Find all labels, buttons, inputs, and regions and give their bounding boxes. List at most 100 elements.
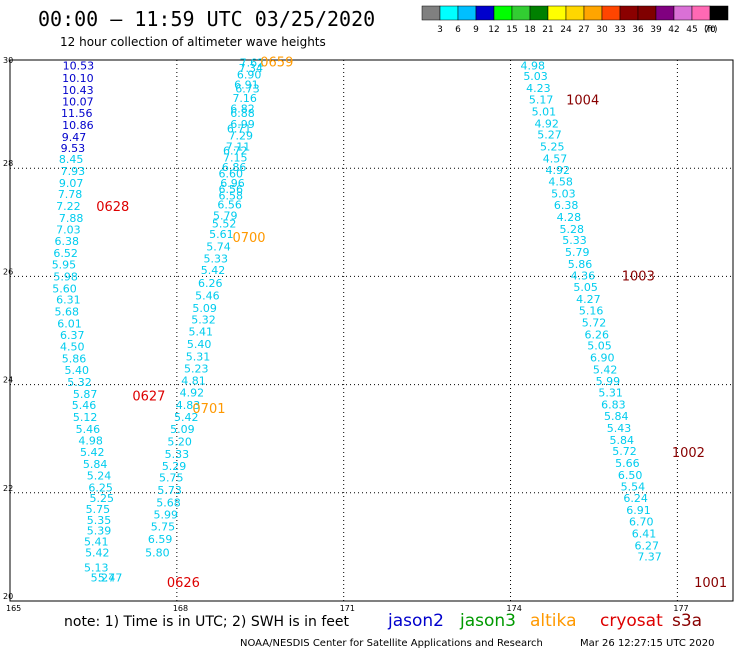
wave-height-value: 4.57 [543,152,568,165]
wave-height-value: 6.96 [220,177,245,190]
wave-height-value: 5.25 [90,492,115,505]
color-swatch [421,5,441,21]
wave-height-value: 5.31 [598,387,623,400]
wave-height-value: 5.17 [529,93,554,106]
wave-height-value: 4.27 [576,293,601,306]
wave-height-value: 5.42 [593,363,618,376]
color-scale-tick: 24 [560,25,572,35]
wave-height-value: 5.31 [186,350,211,363]
y-axis-ticks: 20 22 24 26 28 30 [3,56,13,601]
satellite-legend-jason2: jason2 [387,611,444,631]
footer-note: note: 1) Time is in UTC; 2) SWH is in fe… [64,614,350,630]
y-tick-label: 22 [3,484,13,493]
wave-height-value: 5.52 [212,217,237,230]
color-scale-tick: 30 [596,25,608,35]
wave-height-value: 5.84 [604,410,629,423]
pass-time-label: 0626 [167,576,200,591]
satellite-legend-cryosat: cryosat [600,611,663,631]
color-scale-tick: 15 [506,25,517,35]
wave-height-value: 5.35 [87,514,112,527]
wave-height-value: 5.74 [206,241,231,254]
wave-height-value: 6.31 [56,294,81,307]
chart-title: 00:00 – 11:59 UTC 03/25/2020 [38,7,375,31]
pass-time-label: 0701 [192,402,225,417]
wave-height-value: 4.23 [526,82,551,95]
wave-height-value: 5.33 [204,253,229,266]
satellite-legend: jason2 jason3 altika cryosat s3a [387,611,702,631]
color-scale-tick: 42 [668,25,679,35]
pass-time-label: 0700 [232,231,265,246]
color-swatch [619,5,639,21]
wave-height-value: 6.60 [219,168,244,181]
wave-height-value: 4.58 [548,176,573,189]
plot-frame [9,59,734,602]
satellite-legend-altika: altika [530,611,577,631]
color-scale-tick: 36 [632,25,644,35]
wave-height-value: 7.62 [240,57,265,70]
color-scale-tick: 3 [437,25,443,35]
satellite-legend-s3a: s3a [672,611,702,631]
wave-height-value: 5.32 [67,376,92,389]
wave-height-value: 6.83 [601,399,626,412]
wave-height-value: 7.93 [61,165,86,178]
wave-height-value: 7.22 [56,200,81,213]
pass-time-label: 0659 [260,56,293,71]
wave-height-value: 6.88 [230,107,255,120]
wave-height-value: 4.92 [180,387,205,400]
wave-height-value: 5.68 [54,306,79,319]
wave-height-tracks: 10.5310.1010.4310.0711.5610.869.479.538.… [52,57,662,585]
color-scale-tick: 12 [488,25,499,35]
color-swatch [439,5,459,21]
wave-height-value: 5.39 [87,525,112,538]
color-swatch [655,5,675,21]
wave-height-value: 9.53 [61,142,86,155]
wave-height-value: 5.84 [83,458,108,471]
grid-lines [10,60,733,601]
wave-height-value: 6.70 [629,515,654,528]
wave-height-value: 5.98 [53,270,78,283]
wave-height-value: 5.16 [579,304,604,317]
satellite-legend-jason3: jason3 [459,611,516,631]
wave-height-value: 4.36 [571,269,596,282]
wave-height-value: 5.09 [192,302,217,315]
wave-height-value: 6.25 [88,481,113,494]
wave-height-value: 5.13 [84,561,109,574]
wave-height-value: 5.86 [568,258,593,271]
color-scale-tick: 39 [650,25,662,35]
wave-height-value: 5.87 [73,388,98,401]
wave-height-value: 6.90 [237,69,262,82]
wave-height-value: 4.98 [521,59,546,72]
wave-height-value: 5.23 [184,362,209,375]
wave-height-value: 10.86 [62,119,94,132]
wave-height-value: 6.59 [148,533,173,546]
wave-height-value: 6.50 [618,469,643,482]
wave-height-value: 6.01 [57,317,82,330]
x-tick-label: 171 [340,604,355,613]
wave-height-value: 5.41 [189,326,214,339]
wave-height-value: 6.26 [584,328,609,341]
color-scale-tick: 33 [614,25,625,35]
wave-height-value: 5.40 [187,338,212,351]
wave-height-value: 5.46 [76,423,101,436]
wave-height-value: 5.05 [573,281,598,294]
color-swatch [475,5,495,21]
wave-height-value: 6.38 [554,199,579,212]
wave-height-value: 6.72 [223,144,248,157]
wave-height-value: 4.83 [176,399,201,412]
pass-time-label: 1004 [566,93,599,108]
wave-height-value: 5.79 [213,209,238,222]
wave-height-value: 5.72 [582,316,607,329]
color-scale-tick: 45 [686,25,697,35]
color-scale-legend: 3 6 9 12 15 18 21 24 27 30 33 36 39 42 45 70 [421,5,729,35]
wave-height-value: 5.61 [209,228,234,241]
color-scale-unit: (ft) [704,25,718,35]
wave-height-value: 10.43 [62,84,94,97]
wave-height-value: 5.25 [540,141,565,154]
wave-height-value: 7.37 [637,551,662,564]
wave-height-value: 5.24 [87,469,112,482]
wave-height-value: 6.91 [234,78,259,91]
wave-height-value: 10.07 [62,96,94,109]
x-tick-label: 174 [507,604,522,613]
color-swatch [709,5,729,21]
